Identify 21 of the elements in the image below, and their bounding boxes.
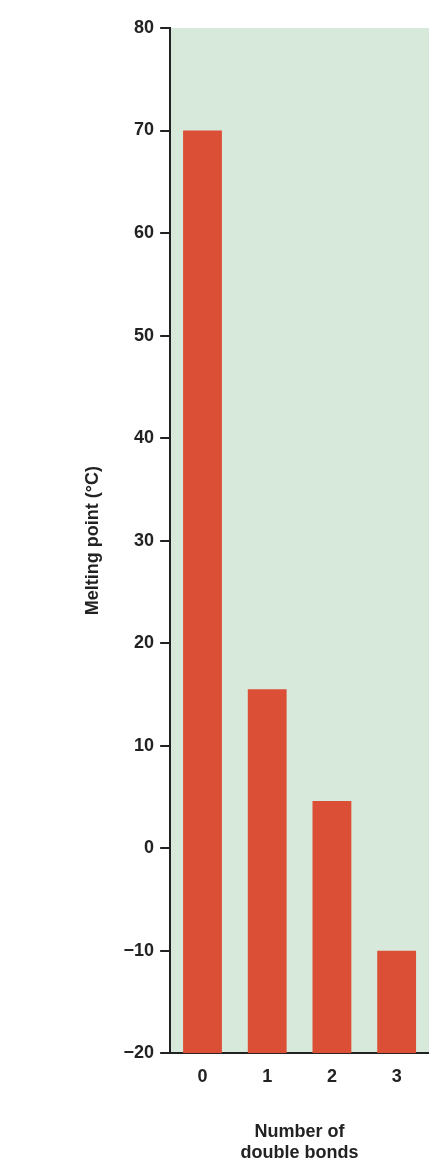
y-tick-label: 10: [134, 734, 155, 755]
y-axis-title: Melting point (°C): [81, 466, 102, 616]
y-tick-label: 0: [144, 837, 155, 858]
y-tick-label: −10: [123, 939, 155, 960]
bar: [247, 689, 287, 1054]
y-tick-label: 50: [134, 324, 155, 345]
y-tick-label: −20: [123, 1042, 155, 1063]
x-tick-label: 2: [326, 1065, 337, 1086]
x-tick-label: 3: [391, 1065, 402, 1086]
y-tick-label: 80: [134, 16, 155, 37]
y-tick-label: 20: [134, 632, 155, 653]
bar: [377, 950, 417, 1054]
bar: [183, 130, 222, 1054]
bar: [312, 801, 352, 1054]
y-tick-label: 70: [134, 119, 155, 140]
x-axis-title: Number of double bonds: [240, 1120, 359, 1163]
x-tick-label: 0: [197, 1065, 208, 1086]
y-tick-label: 40: [134, 427, 155, 448]
x-tick-label: 1: [262, 1065, 273, 1086]
y-tick-label: 30: [134, 529, 155, 550]
y-tick-label: 60: [134, 222, 155, 243]
